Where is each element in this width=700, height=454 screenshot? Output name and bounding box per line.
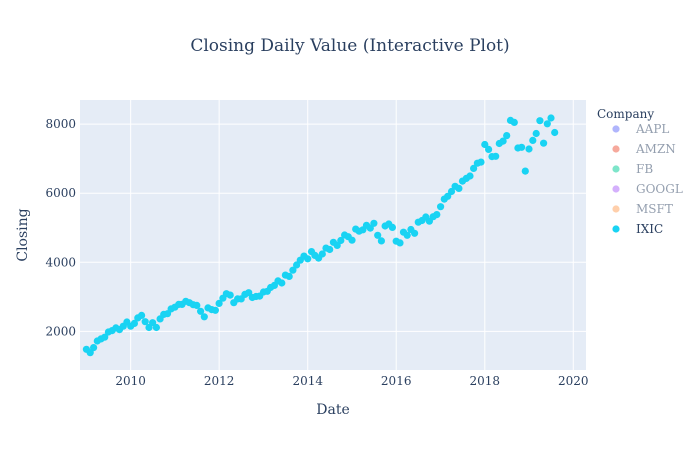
legend-item-msft[interactable]: MSFT: [612, 202, 673, 216]
data-point[interactable]: [193, 301, 201, 309]
data-point[interactable]: [529, 136, 537, 144]
x-tick-labels: 2010 2012 2014 2016 2018 2020: [115, 374, 588, 388]
legend-marker: [612, 205, 620, 213]
y-tick-labels: 2000 4000 6000 8000: [45, 117, 76, 338]
y-tick-label: 2000: [45, 324, 76, 338]
data-point[interactable]: [370, 219, 378, 227]
legend[interactable]: Company AAPL AMZN FB GOOGL MSFT IXIC: [597, 107, 683, 236]
legend-marker: [612, 145, 620, 153]
x-tick-label: 2018: [470, 374, 501, 388]
data-point[interactable]: [536, 117, 544, 125]
data-point[interactable]: [485, 145, 493, 153]
data-points: [82, 114, 559, 357]
legend-item-aapl[interactable]: AAPL: [612, 122, 669, 136]
data-point[interactable]: [141, 318, 149, 326]
data-point[interactable]: [197, 307, 205, 315]
data-point[interactable]: [285, 272, 293, 280]
legend-label: FB: [636, 162, 653, 176]
data-point[interactable]: [518, 143, 526, 151]
y-tick-label: 8000: [45, 117, 76, 131]
data-point[interactable]: [543, 120, 551, 128]
x-tick-label: 2014: [292, 374, 323, 388]
data-point[interactable]: [101, 333, 109, 341]
grid-lines: [80, 100, 586, 370]
data-point[interactable]: [455, 184, 463, 192]
legend-label: AAPL: [635, 122, 669, 136]
chart-title: Closing Daily Value (Interactive Plot): [190, 36, 509, 56]
data-point[interactable]: [318, 250, 326, 258]
data-point[interactable]: [470, 164, 478, 172]
data-point[interactable]: [348, 236, 356, 244]
y-tick-label: 6000: [45, 186, 76, 200]
data-point[interactable]: [466, 172, 474, 180]
data-point[interactable]: [215, 299, 223, 307]
data-point[interactable]: [437, 203, 445, 211]
data-point[interactable]: [396, 239, 404, 247]
x-tick-label: 2012: [204, 374, 235, 388]
legend-label: MSFT: [636, 202, 673, 216]
legend-items[interactable]: AAPL AMZN FB GOOGL MSFT IXIC: [612, 122, 683, 236]
legend-item-googl[interactable]: GOOGL: [612, 182, 683, 196]
data-point[interactable]: [289, 266, 297, 274]
legend-marker: [612, 225, 620, 233]
data-point[interactable]: [525, 145, 533, 153]
data-point[interactable]: [337, 236, 345, 245]
data-point[interactable]: [86, 349, 94, 357]
data-point[interactable]: [521, 167, 529, 175]
data-point[interactable]: [211, 306, 219, 314]
x-axis-label: Date: [316, 402, 349, 418]
data-point[interactable]: [411, 229, 419, 237]
legend-marker: [612, 125, 620, 133]
data-point[interactable]: [377, 237, 385, 245]
data-point[interactable]: [477, 158, 485, 166]
data-point[interactable]: [499, 137, 507, 145]
data-point[interactable]: [152, 323, 160, 332]
legend-marker: [612, 165, 620, 173]
data-point[interactable]: [547, 114, 555, 122]
data-point[interactable]: [388, 223, 396, 231]
data-point[interactable]: [551, 128, 559, 137]
data-point[interactable]: [374, 231, 382, 239]
data-point[interactable]: [403, 231, 411, 239]
legend-label: GOOGL: [636, 182, 683, 196]
y-tick-label: 4000: [45, 255, 76, 269]
data-point[interactable]: [278, 279, 286, 287]
legend-label: AMZN: [635, 142, 676, 156]
x-tick-label: 2016: [381, 374, 412, 388]
data-point[interactable]: [481, 140, 489, 149]
data-point[interactable]: [447, 187, 456, 196]
data-point[interactable]: [149, 319, 157, 327]
legend-title: Company: [597, 107, 654, 121]
data-point[interactable]: [138, 311, 146, 319]
data-point[interactable]: [510, 118, 518, 126]
data-point[interactable]: [532, 129, 540, 138]
data-point[interactable]: [492, 152, 500, 160]
data-point[interactable]: [130, 319, 138, 327]
data-point[interactable]: [540, 139, 548, 147]
legend-item-fb[interactable]: FB: [612, 162, 653, 176]
x-tick-label: 2010: [115, 374, 146, 388]
data-point[interactable]: [444, 192, 452, 200]
legend-item-amzn[interactable]: AMZN: [612, 142, 676, 156]
legend-label: IXIC: [636, 222, 663, 236]
legend-marker: [612, 185, 620, 193]
data-point[interactable]: [304, 255, 312, 263]
data-point[interactable]: [90, 344, 98, 352]
data-point[interactable]: [433, 211, 441, 219]
legend-item-ixic[interactable]: IXIC: [612, 222, 663, 236]
data-point[interactable]: [226, 291, 234, 299]
x-tick-label: 2020: [558, 374, 589, 388]
y-axis-label: Closing: [15, 208, 31, 261]
data-point[interactable]: [200, 313, 208, 321]
data-point[interactable]: [326, 245, 334, 254]
data-point[interactable]: [503, 132, 511, 140]
